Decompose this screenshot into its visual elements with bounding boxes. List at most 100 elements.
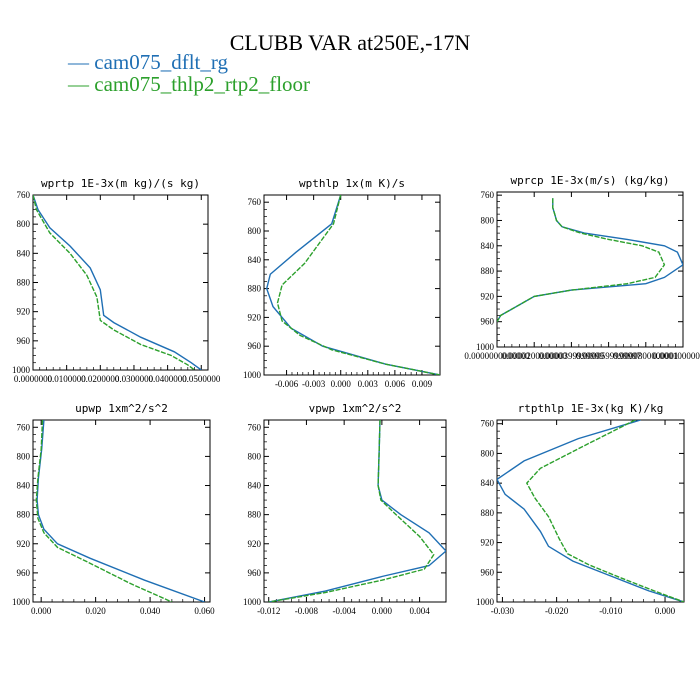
x-tick-label: 0.0400000 xyxy=(148,374,187,384)
x-tick-label: 0.000100000000 xyxy=(653,351,700,361)
x-tick-label: -0.006 xyxy=(275,379,299,389)
plot-frame xyxy=(32,194,209,371)
panel-wpthlp: wpthlp 1x(m K)/s -0.006 -0.003 0.000 0.003 0.… xyxy=(243,177,441,389)
y-tick-label: 1000 xyxy=(476,597,495,607)
series-line-thlp2-rtp2-floor xyxy=(276,195,440,375)
x-tick-label: 0.0200000 xyxy=(81,374,120,384)
x-tick-label: -0.008 xyxy=(295,606,319,616)
x-tick-label: 0.020 xyxy=(86,606,107,616)
y-tick-label: 960 xyxy=(481,317,495,327)
x-tick-label: 0.009 xyxy=(412,379,433,389)
x-tick-label: 0.0100000 xyxy=(48,374,87,384)
figure-title: CLUBB VAR at250E,-17N xyxy=(229,30,471,55)
y-tick-label: 1000 xyxy=(243,597,262,607)
y-tick-label: 840 xyxy=(248,255,262,265)
x-tick-label: 0.0000000 xyxy=(14,374,53,384)
x-tick-label: 0.000 xyxy=(331,379,352,389)
series-line-dflt-rg xyxy=(497,198,683,323)
y-tick-label: 960 xyxy=(248,341,262,351)
y-tick-label: 1000 xyxy=(243,370,262,380)
y-tick-label: 800 xyxy=(17,219,31,229)
y-tick-label: 760 xyxy=(248,197,262,207)
panel-title: upwp 1xm^2/s^2 xyxy=(75,402,168,415)
y-tick-label: 840 xyxy=(481,241,495,251)
panel-title: rtpthlp 1E-3x(kg K)/kg xyxy=(518,402,664,415)
y-tick-label: 880 xyxy=(481,508,495,518)
x-tick-label: 0.004 xyxy=(409,606,430,616)
y-tick-label: 1000 xyxy=(476,342,495,352)
series-line-dflt-rg xyxy=(36,420,205,602)
series-line-dflt-rg xyxy=(265,195,440,375)
x-tick-label: -0.004 xyxy=(333,606,357,616)
y-tick-label: 920 xyxy=(17,539,31,549)
panel-upwp: upwp 1xm^2/s^2 0.000 0.020 0.040 0.060 760 800… xyxy=(12,402,215,616)
plot-frame xyxy=(263,419,447,603)
y-tick-label: 880 xyxy=(17,278,31,288)
series-line-dflt-rg xyxy=(33,195,202,370)
plot-frame xyxy=(263,194,441,376)
plot-frame xyxy=(496,419,685,603)
panel-wprtp: wprtp 1E-3x(m kg)/(s kg) 0.00000000.01000… xyxy=(12,177,221,384)
x-tick-label: -0.030 xyxy=(491,606,515,616)
y-tick-label: 920 xyxy=(248,539,262,549)
y-tick-label: 760 xyxy=(17,422,31,432)
panel-title: wprcp 1E-3x(m/s) (kg/kg) xyxy=(511,174,670,187)
y-tick-label: 840 xyxy=(17,481,31,491)
y-tick-label: 840 xyxy=(481,478,495,488)
x-tick-label: -0.020 xyxy=(545,606,569,616)
panel-title: vpwp 1xm^2/s^2 xyxy=(309,402,402,415)
panel-wprcp: wprcp 1E-3x(m/s) (kg/kg)0.00000000000000… xyxy=(464,174,700,361)
x-tick-label: -0.003 xyxy=(302,379,326,389)
x-tick-label: 0.003 xyxy=(358,379,379,389)
panel-title: wpthlp 1x(m K)/s xyxy=(299,177,405,190)
x-tick-label: 0.0000800000001 xyxy=(613,351,678,361)
legend-entry-dflt-rg: — cam075_dflt_rg xyxy=(68,50,229,74)
series-line-dflt-rg xyxy=(268,420,446,602)
y-tick-label: 920 xyxy=(17,307,31,317)
x-tick-label: 0.000 xyxy=(655,606,676,616)
x-tick-label: 0.006 xyxy=(385,379,406,389)
y-tick-label: 760 xyxy=(481,190,495,200)
series-line-thlp2-rtp2-floor xyxy=(35,420,173,602)
x-tick-label: 0.000 xyxy=(372,606,393,616)
series-line-dflt-rg xyxy=(497,420,684,602)
y-tick-label: 760 xyxy=(248,422,262,432)
y-tick-label: 840 xyxy=(248,481,262,491)
y-tick-label: 960 xyxy=(248,568,262,578)
y-tick-label: 880 xyxy=(17,510,31,520)
x-tick-label: 0.0000399999999 xyxy=(539,351,605,361)
x-tick-label: 0.0000599999997 xyxy=(576,351,642,361)
x-tick-label: -0.010 xyxy=(599,606,623,616)
y-tick-label: 840 xyxy=(17,248,31,258)
panel-rtpthlp: rtpthlp 1E-3x(kg K)/kg -0.030 -0.020 -0.010… xyxy=(476,402,685,616)
y-tick-label: 920 xyxy=(248,312,262,322)
y-tick-label: 800 xyxy=(481,215,495,225)
series-line-thlp2-rtp2-floor xyxy=(497,198,666,323)
y-tick-label: 920 xyxy=(481,538,495,548)
panel-title: wprtp 1E-3x(m kg)/(s kg) xyxy=(41,177,200,190)
y-tick-label: 960 xyxy=(17,336,31,346)
legend-entry-thlp2-rtp2-floor: — cam075_thlp2_rtp2_floor xyxy=(68,72,311,96)
x-tick-label: 0.000 xyxy=(31,606,52,616)
y-tick-label: 800 xyxy=(481,448,495,458)
y-tick-label: 1000 xyxy=(12,597,31,607)
y-tick-label: 960 xyxy=(17,568,31,578)
y-tick-label: 920 xyxy=(481,291,495,301)
plot-frame xyxy=(496,191,684,348)
y-tick-label: 800 xyxy=(17,451,31,461)
y-tick-label: 760 xyxy=(481,419,495,429)
series-line-thlp2-rtp2-floor xyxy=(525,420,684,602)
y-tick-label: 1000 xyxy=(12,365,31,375)
y-tick-label: 760 xyxy=(17,190,31,200)
panel-vpwp: vpwp 1xm^2/s^2 -0.012 -0.008 -0.004 0.000 0.0… xyxy=(243,402,447,616)
series-line-thlp2-rtp2-floor xyxy=(33,195,195,370)
x-tick-label: 0.0000200000000 xyxy=(502,351,568,361)
series-line-thlp2-rtp2-floor xyxy=(268,420,435,602)
x-tick-label: 0.060 xyxy=(194,606,215,616)
y-tick-label: 880 xyxy=(248,510,262,520)
y-tick-label: 880 xyxy=(481,266,495,276)
x-tick-label: -0.012 xyxy=(257,606,280,616)
x-tick-label: 0.0000000000000 xyxy=(464,351,530,361)
plot-frame xyxy=(32,419,211,603)
